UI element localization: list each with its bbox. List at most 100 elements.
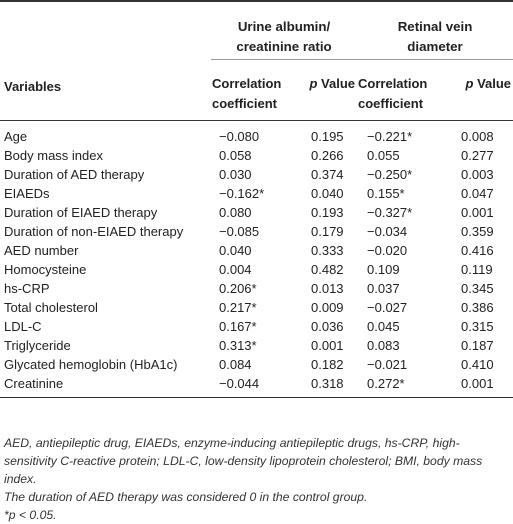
table-row: Duration of AED therapy 0.030 0.374 −0.250*… xyxy=(0,165,513,184)
correlation-header-line2: coefficient xyxy=(358,96,424,111)
rvd-correlation-cell: −0.027 xyxy=(367,299,408,315)
variable-cell: Creatinine xyxy=(0,374,211,398)
uacr-p-value-cell: 0.036 xyxy=(311,318,344,334)
rvd-p-value-cell: 0.277 xyxy=(461,147,494,163)
rvd-correlation-cell: 0.083 xyxy=(367,337,400,353)
uacr-p-value-cell: 0.001 xyxy=(311,337,344,353)
table-footnotes: AED, antiepileptic drug, EIAEDs, enzyme-… xyxy=(4,434,509,524)
variables-header: Variables xyxy=(4,78,62,94)
variable-cell: Total cholesterol xyxy=(4,299,98,315)
table-row: LDL-C 0.167* 0.036 0.045 0.315 xyxy=(0,317,513,336)
uacr-p-value-cell: 0.009 xyxy=(311,299,344,315)
variable-cell: EIAEDs xyxy=(4,185,50,201)
uacr-correlation-cell: 0.313* xyxy=(219,337,257,353)
rvd-p-value-cell: 0.047 xyxy=(461,185,494,201)
variable-cell: Glycated hemoglobin (HbA1c) xyxy=(4,356,178,372)
rvd-correlation-cell: 0.155* xyxy=(367,185,405,201)
rvd-p-value-cell: 0.001 xyxy=(461,204,494,220)
rvd-correlation-cell: −0.021 xyxy=(367,356,408,372)
rvd-p-value-cell: 0.345 xyxy=(461,280,494,296)
uacr-correlation-cell: 0.206* xyxy=(219,280,257,296)
rvd-correlation-cell: −0.250* xyxy=(367,166,413,182)
uacr-correlation-cell: −0.162* xyxy=(219,185,265,201)
uacr-correlation-cell: 0.004 xyxy=(219,261,252,277)
uacr-correlation-cell: 0.167* xyxy=(219,318,257,334)
variable-cell: Body mass index xyxy=(4,147,103,163)
rvd-correlation-cell: 0.272* xyxy=(357,374,454,398)
variable-cell: Duration of non-EIAED therapy xyxy=(4,223,184,239)
empty-header-cell xyxy=(0,1,211,60)
uacr-p-value-cell: 0.182 xyxy=(311,356,344,372)
rvd-correlation-cell: −0.221* xyxy=(367,128,413,144)
table-row: Triglyceride 0.313* 0.001 0.083 0.187 xyxy=(0,336,513,355)
table-row: Homocysteine 0.004 0.482 0.109 0.119 xyxy=(0,260,513,279)
table-row: Duration of EIAED therapy 0.080 0.193 −0.32… xyxy=(0,203,513,222)
rvd-correlation-cell: −0.020 xyxy=(367,242,408,258)
variable-cell: Duration of EIAED therapy xyxy=(4,204,158,220)
uacr-correlation-cell: 0.084 xyxy=(219,356,252,372)
rvd-p-value-cell: 0.410 xyxy=(461,356,494,372)
rvd-correlation-cell: 0.109 xyxy=(367,261,400,277)
variable-cell: Age xyxy=(4,128,28,144)
uacr-correlation-cell: 0.040 xyxy=(219,242,252,258)
footnote-control-note: The duration of AED therapy was consider… xyxy=(4,490,368,504)
variable-cell: Homocysteine xyxy=(4,261,87,277)
footnote-abbreviations: AED, antiepileptic drug, EIAEDs, enzyme-… xyxy=(4,436,483,486)
uacr-correlation-cell: 0.030 xyxy=(219,166,252,182)
correlation-header-line1: Correlation xyxy=(358,76,428,91)
uacr-correlation-cell: −0.080 xyxy=(219,128,260,144)
column-header-row: Variables Correlation coefficient p Valu… xyxy=(0,60,513,121)
variable-cell: LDL-C xyxy=(4,318,42,334)
uacr-p-value-cell: 0.374 xyxy=(311,166,344,182)
rvd-p-value-cell: 0.119 xyxy=(461,261,493,277)
footnote-significance: *p < 0.05. xyxy=(4,508,57,522)
table-row: Creatinine −0.044 0.318 0.272* 0.001 xyxy=(0,374,513,398)
correlation-header-line1: Correlation xyxy=(212,76,282,91)
p-value-word: Value xyxy=(473,76,512,91)
table-row: Body mass index 0.058 0.266 0.055 0.277 xyxy=(0,146,513,165)
rvd-correlation-cell: −0.327* xyxy=(367,204,413,220)
uacr-p-value-cell: 0.179 xyxy=(311,223,344,239)
table-body: Age −0.080 0.195 −0.221* 0.008 Body mass inde… xyxy=(0,121,513,398)
uacr-p-value-cell: 0.195 xyxy=(311,128,344,144)
rvd-p-value-cell: 0.359 xyxy=(461,223,494,239)
uacr-p-value-cell: 0.040 xyxy=(311,185,344,201)
correlation-table: Urine albumin/ creatinine ratio Retinal … xyxy=(0,1,513,398)
uacr-correlation-cell: −0.044 xyxy=(211,374,299,398)
uacr-p-value-cell: 0.266 xyxy=(311,147,344,163)
table-row: Age −0.080 0.195 −0.221* 0.008 xyxy=(0,121,513,147)
variable-cell: Triglyceride xyxy=(4,337,71,353)
uacr-correlation-cell: 0.217* xyxy=(219,299,257,315)
rvd-p-value-cell: 0.386 xyxy=(461,299,494,315)
rvd-p-value-cell: 0.003 xyxy=(461,166,494,182)
group-header-row: Urine albumin/ creatinine ratio Retinal … xyxy=(0,1,513,60)
table-row: Total cholesterol 0.217* 0.009 −0.027 0.386 xyxy=(0,298,513,317)
group-header-uacr-line2: creatinine ratio xyxy=(236,39,332,54)
rvd-p-value-cell: 0.187 xyxy=(461,337,494,353)
table-row: hs-CRP 0.206* 0.013 0.037 0.345 xyxy=(0,279,513,298)
uacr-p-value-cell: 0.318 xyxy=(299,374,358,398)
table-row: AED number 0.040 0.333 −0.020 0.416 xyxy=(0,241,513,260)
uacr-correlation-cell: 0.080 xyxy=(219,204,252,220)
table-row: EIAEDs −0.162* 0.040 0.155* 0.047 xyxy=(0,184,513,203)
rvd-correlation-cell: 0.037 xyxy=(367,280,400,296)
group-header-rvd-line2: diameter xyxy=(407,39,463,54)
rvd-p-value-header: p Value xyxy=(453,60,513,121)
uacr-correlation-cell: −0.085 xyxy=(219,223,260,239)
uacr-p-value-cell: 0.193 xyxy=(311,204,344,220)
group-header-uacr-line1: Urine albumin/ xyxy=(237,19,331,34)
variable-cell: AED number xyxy=(4,242,79,258)
variable-cell: Duration of AED therapy xyxy=(4,166,145,182)
rvd-correlation-header: Correlation coefficient xyxy=(357,60,453,121)
uacr-p-value-header: p Value xyxy=(299,60,357,121)
rvd-p-value-cell: 0.001 xyxy=(453,374,513,398)
variable-cell: hs-CRP xyxy=(4,280,50,296)
uacr-p-value-cell: 0.013 xyxy=(311,280,344,296)
p-symbol: p xyxy=(309,76,318,91)
p-symbol: p xyxy=(465,76,474,91)
rvd-p-value-cell: 0.416 xyxy=(461,242,494,258)
group-header-rvd: Retinal vein diameter xyxy=(357,1,513,60)
table-row: Duration of non-EIAED therapy −0.085 0.179… xyxy=(0,222,513,241)
rvd-p-value-cell: 0.315 xyxy=(461,318,494,334)
